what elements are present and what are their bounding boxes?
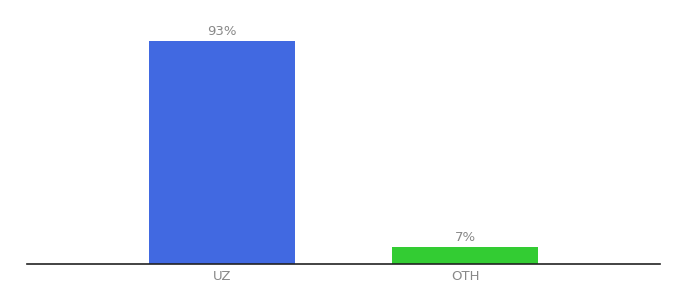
Text: 93%: 93% [207,25,237,38]
Bar [149,41,294,264]
Text: 7%: 7% [454,231,475,244]
Bar [392,247,538,264]
